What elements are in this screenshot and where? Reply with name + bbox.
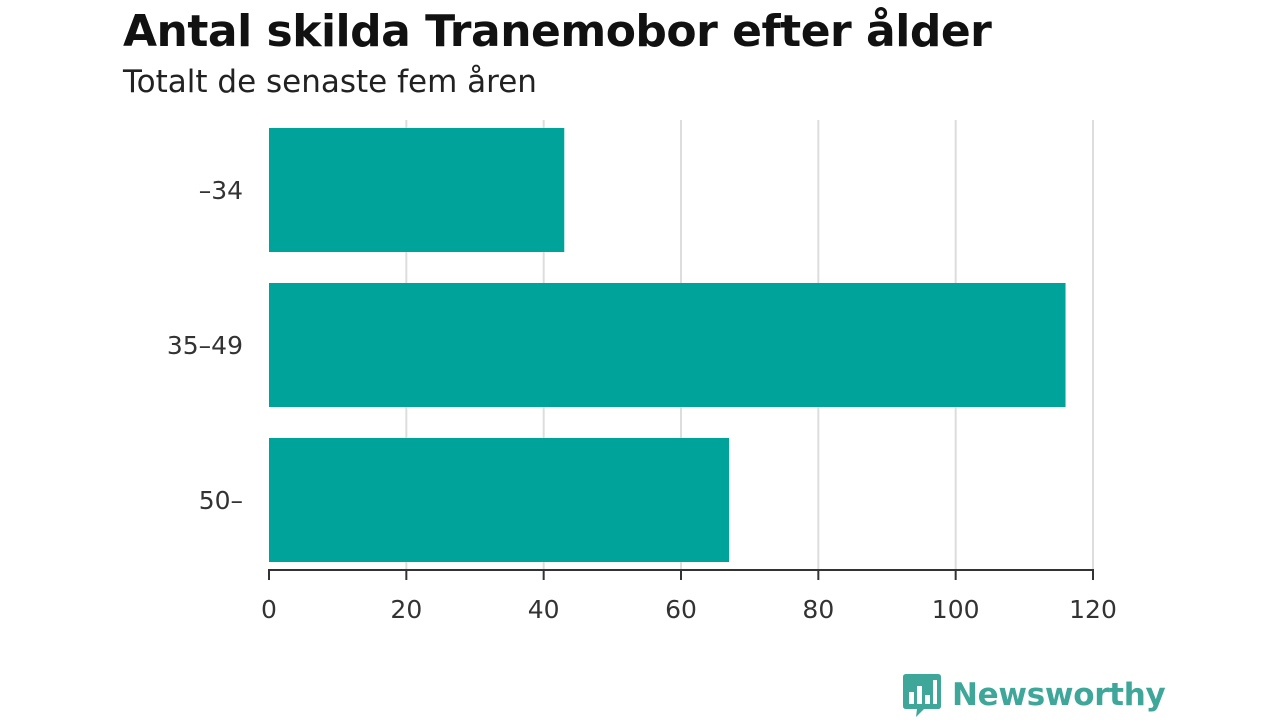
brand-logo: Newsworthy	[902, 671, 1166, 719]
x-tick-label: 0	[261, 595, 277, 624]
x-tick-label: 60	[665, 595, 697, 624]
category-labels: –34 35–49 50–	[167, 176, 243, 515]
brand-name: Newsworthy	[952, 677, 1166, 713]
bar-2	[269, 438, 730, 562]
category-label: –34	[199, 176, 243, 205]
x-axis: 0 20 40 60 80 100 120	[261, 569, 1117, 624]
chart-subtitle: Totalt de senaste fem åren	[123, 64, 537, 100]
x-tick-label: 100	[932, 595, 980, 624]
x-tick-label: 80	[802, 595, 834, 624]
bar-chart-speech-bubble-icon	[903, 674, 941, 717]
bars	[269, 128, 1066, 562]
category-label: 50–	[199, 486, 243, 515]
category-label: 35–49	[167, 331, 243, 360]
x-tick-label: 20	[390, 595, 422, 624]
bar-1	[269, 283, 1066, 407]
chart-title: Antal skilda Tranemobor efter ålder	[123, 6, 992, 57]
x-tick-label: 120	[1069, 595, 1117, 624]
x-tick-label: 40	[528, 595, 560, 624]
bar-0	[269, 128, 565, 252]
